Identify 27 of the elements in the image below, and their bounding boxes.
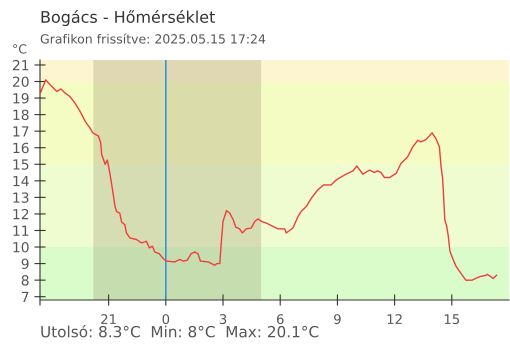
- y-tick-label: 9: [22, 258, 29, 270]
- chart-subtitle: Grafikon frissítve: 2025.05.15 17:24: [40, 33, 266, 44]
- x-tick-label: 3: [220, 314, 226, 324]
- x-tick-label: 6: [276, 314, 284, 324]
- y-tick-label: 18: [13, 110, 29, 120]
- y-tick-label: 10: [13, 242, 29, 253]
- y-tick-label: 12: [13, 208, 28, 220]
- line-series: [40, 79, 498, 281]
- y-tick-label: 16: [13, 142, 29, 154]
- y-tick-label: 21: [12, 60, 28, 70]
- x-tick-label: 12: [388, 314, 402, 324]
- y-tick-label: 20: [12, 76, 29, 87]
- x-tick-label: 0: [162, 314, 170, 324]
- y-tick-label: 13: [13, 192, 28, 203]
- y-axis-title: °C: [13, 44, 26, 54]
- y-tick-label: 7: [22, 292, 28, 302]
- text: Utolsó: 8.3°C Min: 8°C Max: 20.1°C: [41, 324, 318, 338]
- y-tick-label: 19: [13, 93, 29, 104]
- y-tick-label: 17: [13, 126, 28, 136]
- chart-title: Bogács - Hőmérséklet: [42, 10, 215, 26]
- y-tick-label: 8: [22, 275, 29, 286]
- y-tick-label: 11: [13, 226, 28, 236]
- x-tick-label: 9: [334, 314, 341, 324]
- x-tick-label: 15: [444, 314, 460, 324]
- x-tick-label: 21: [101, 314, 116, 324]
- y-tick-label: 14: [13, 176, 29, 186]
- y-tick-label: 15: [13, 159, 28, 170]
